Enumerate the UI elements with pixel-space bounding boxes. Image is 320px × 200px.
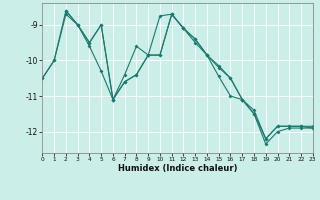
X-axis label: Humidex (Indice chaleur): Humidex (Indice chaleur) (118, 164, 237, 173)
